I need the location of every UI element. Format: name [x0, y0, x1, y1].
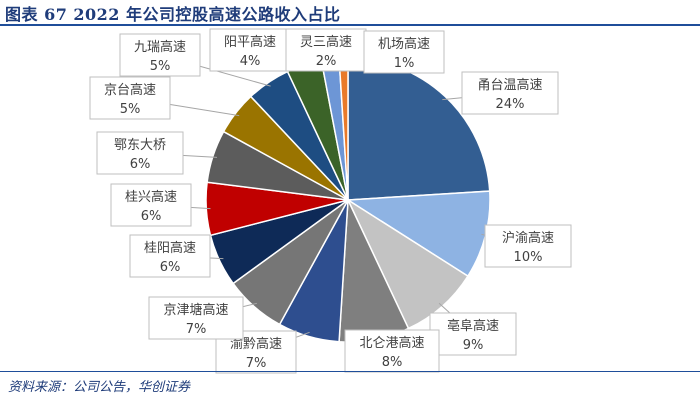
slice-percent: 5%	[120, 102, 141, 117]
slice-label: 灵三高速	[300, 34, 352, 50]
slice-percent: 6%	[130, 157, 151, 172]
slice-percent: 2%	[316, 54, 337, 69]
slice-label: 桂阳高速	[144, 240, 196, 256]
slice-label-box	[119, 33, 201, 77]
slice-label: 京津塘高速	[163, 302, 228, 318]
slice-label-box	[429, 312, 517, 356]
slice-percent: 7%	[186, 322, 207, 337]
slice-label: 渝黔高速	[230, 336, 282, 352]
slice-label: 亳阜高速	[447, 318, 499, 334]
slice-label: 甬台温高速	[477, 77, 542, 93]
source-note: 资料来源：公司公告，华创证券	[8, 380, 191, 395]
slice-label-box	[484, 224, 572, 268]
slice-percent: 8%	[382, 355, 403, 370]
title-divider	[0, 24, 700, 26]
slice-percent: 6%	[141, 209, 162, 224]
slice-label-box	[96, 131, 184, 175]
slice-percent: 6%	[160, 260, 181, 275]
slice-percent: 7%	[246, 356, 267, 371]
slice-label-box	[344, 329, 440, 373]
slice-label: 九瑞高速	[134, 39, 186, 55]
slice-label: 阳平高速	[224, 34, 276, 50]
slice-percent: 24%	[496, 97, 525, 112]
slice-label: 沪渝高速	[502, 230, 554, 246]
slice-labels: 甬台温高速 24% 沪渝高速 10% 亳阜高速 9% 北仑港高速 8% 渝黔高速 7% 京津塘高速 7…	[89, 28, 572, 374]
figure-title: 图表 67 2022 年公司控股高速公路收入占比	[5, 5, 341, 24]
slice-label: 京台高速	[104, 82, 156, 98]
slice-label-box	[461, 71, 559, 115]
slice-label-box	[129, 234, 211, 278]
slice-percent: 9%	[463, 338, 484, 353]
slice-percent: 5%	[150, 59, 171, 74]
slice-label-box	[285, 28, 367, 72]
slice-label: 桂兴高速	[125, 189, 177, 205]
slice-label-box	[148, 296, 244, 340]
slice-label-box	[363, 30, 445, 74]
slice-label: 北仑港高速	[359, 335, 424, 351]
slice-percent: 4%	[240, 54, 261, 69]
slice-label-box	[110, 183, 192, 227]
source-divider	[0, 371, 700, 372]
pie-slices	[205, 57, 491, 343]
slice-percent: 10%	[514, 250, 543, 265]
slice-label: 鄂东大桥	[114, 138, 166, 153]
slice-percent: 1%	[394, 56, 415, 71]
slice-label-box	[89, 76, 171, 120]
slice-label: 机场高速	[378, 36, 430, 52]
